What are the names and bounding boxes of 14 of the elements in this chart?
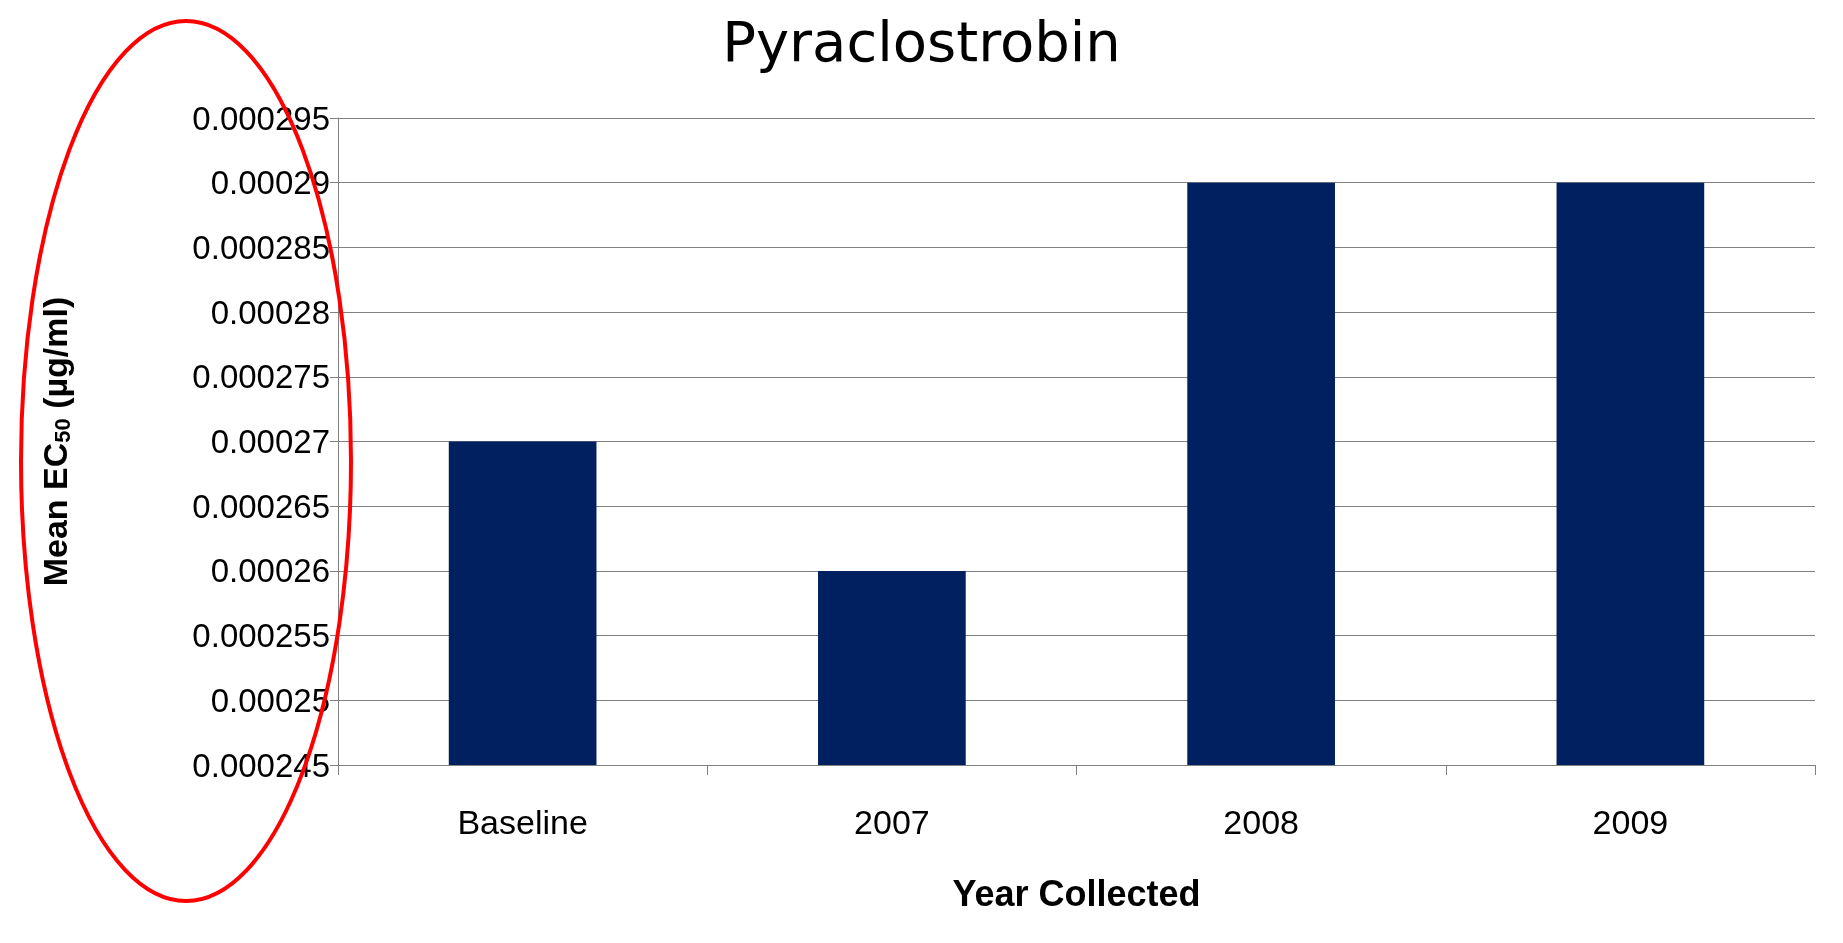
x-axis-title: Year Collected [952,872,1201,914]
y-axis-title: Mean EC50 (µg/ml) [36,296,75,587]
x-tick-label: 2007 [854,803,930,841]
x-tick-label: 2009 [1592,803,1669,841]
y-tick-label: 0.000275 [192,358,330,396]
y-tick-label: 0.000255 [192,617,330,655]
y-tick-label: 0.00026 [210,552,330,590]
y-tick-label: 0.000265 [192,487,330,525]
x-tick-label: 2008 [1223,803,1299,841]
y-tick-label: 0.00027 [210,423,330,460]
chart-title: Pyraclostrobin [722,8,1121,74]
y-tick-label: 0.000285 [192,228,330,266]
y-tick-label: 0.00028 [210,293,330,331]
x-tick-label: Baseline [457,803,588,841]
